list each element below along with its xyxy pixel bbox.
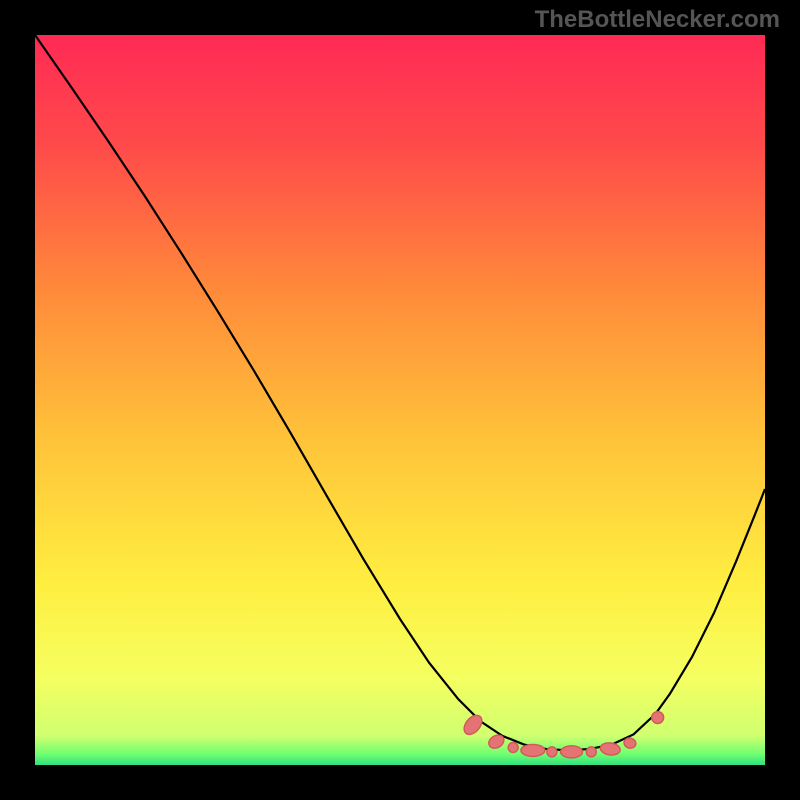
curve-marker <box>586 747 596 757</box>
chart-container: TheBottleNecker.com <box>0 0 800 800</box>
curve-marker <box>521 744 545 756</box>
curve-marker <box>652 712 664 724</box>
plot-area <box>35 35 765 765</box>
chart-svg <box>35 35 765 765</box>
watermark-text: TheBottleNecker.com <box>535 6 780 34</box>
gradient-background <box>35 35 765 765</box>
curve-marker <box>547 747 557 757</box>
curve-marker <box>561 746 583 758</box>
curve-marker <box>508 742 518 752</box>
